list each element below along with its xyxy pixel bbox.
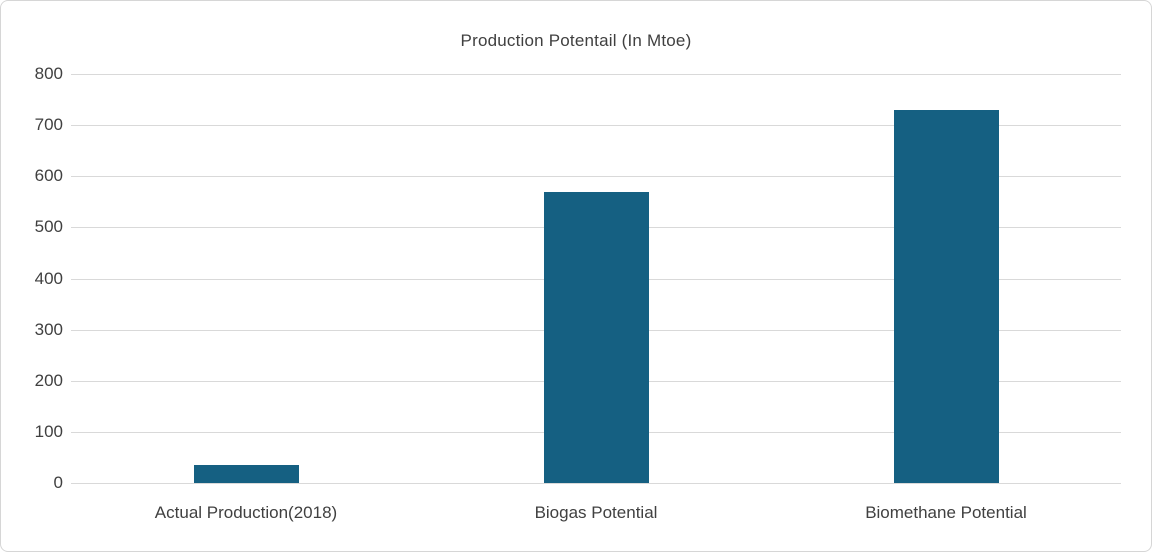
bar (544, 192, 649, 483)
y-tick-label: 600 (34, 166, 63, 185)
chart-title: Production Potentail (In Mtoe) (460, 31, 692, 50)
y-tick-label: 200 (34, 371, 63, 390)
gridline (71, 125, 1121, 126)
y-tick-label: 300 (34, 320, 63, 339)
bar (894, 110, 999, 483)
category-label: Biomethane Potential (865, 503, 1027, 522)
y-tick-label: 500 (34, 217, 63, 236)
category-label: Actual Production(2018) (154, 503, 338, 522)
category-label: Biogas Potential (534, 503, 658, 522)
y-tick-label: 700 (34, 115, 63, 134)
gridline (71, 74, 1121, 75)
bar (194, 465, 299, 483)
gridline (71, 483, 1121, 484)
gridline (71, 176, 1121, 177)
y-tick-label: 400 (34, 269, 63, 288)
y-tick-label: 0 (53, 473, 63, 492)
y-tick-label: 100 (34, 422, 63, 441)
y-tick-label: 800 (34, 64, 63, 83)
